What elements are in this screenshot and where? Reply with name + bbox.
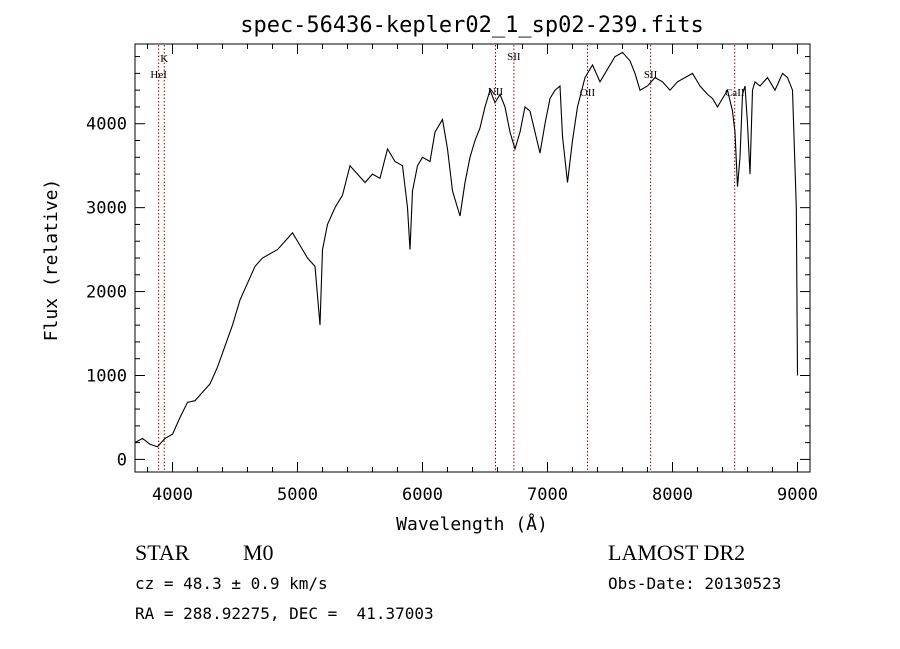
coordinates: RA = 288.92275, DEC = 41.37003: [135, 604, 434, 623]
x-tick-label: 7000: [527, 485, 568, 505]
object-subclass: M0: [243, 540, 274, 565]
annotation-label: SII: [507, 51, 521, 63]
flux-line: [134, 51, 799, 448]
x-axis: 4000 5000 6000 7000 8000 9000: [147, 44, 818, 505]
x-tick-label: 5000: [277, 485, 318, 505]
x-tick-label: 8000: [652, 485, 693, 505]
survey-name: LAMOST DR2: [608, 540, 746, 565]
x-tick-label: 6000: [402, 485, 443, 505]
y-tick-label: 1000: [86, 366, 127, 386]
observation-date: Obs-Date: 20130523: [608, 574, 782, 593]
annotation-label: CaII: [725, 87, 745, 99]
redshift-cz: cz = 48.3 ± 0.9 km/s: [135, 574, 328, 593]
x-axis-label: Wavelength (Å): [396, 513, 548, 535]
chart-title: spec-56436-kepler02_1_sp02-239.fits: [240, 13, 704, 38]
y-tick-label: 3000: [86, 199, 127, 219]
annotation-label: SII: [644, 69, 658, 81]
plot-frame: [134, 43, 811, 473]
annotation-lines: [158, 45, 736, 471]
y-tick-label: 0: [117, 450, 127, 470]
y-tick-label: 4000: [86, 115, 127, 135]
annotation-label: OII: [580, 87, 596, 99]
x-tick-label: 9000: [777, 485, 818, 505]
y-axis: 0 1000 2000 3000 4000: [86, 56, 810, 470]
object-class: STAR: [135, 540, 190, 565]
y-axis-label: Flux (relative): [41, 179, 62, 342]
annotation-label: K: [160, 53, 168, 65]
x-tick-label: 4000: [152, 485, 193, 505]
annotation-label: HeI: [150, 69, 167, 81]
y-tick-label: 2000: [86, 283, 127, 303]
